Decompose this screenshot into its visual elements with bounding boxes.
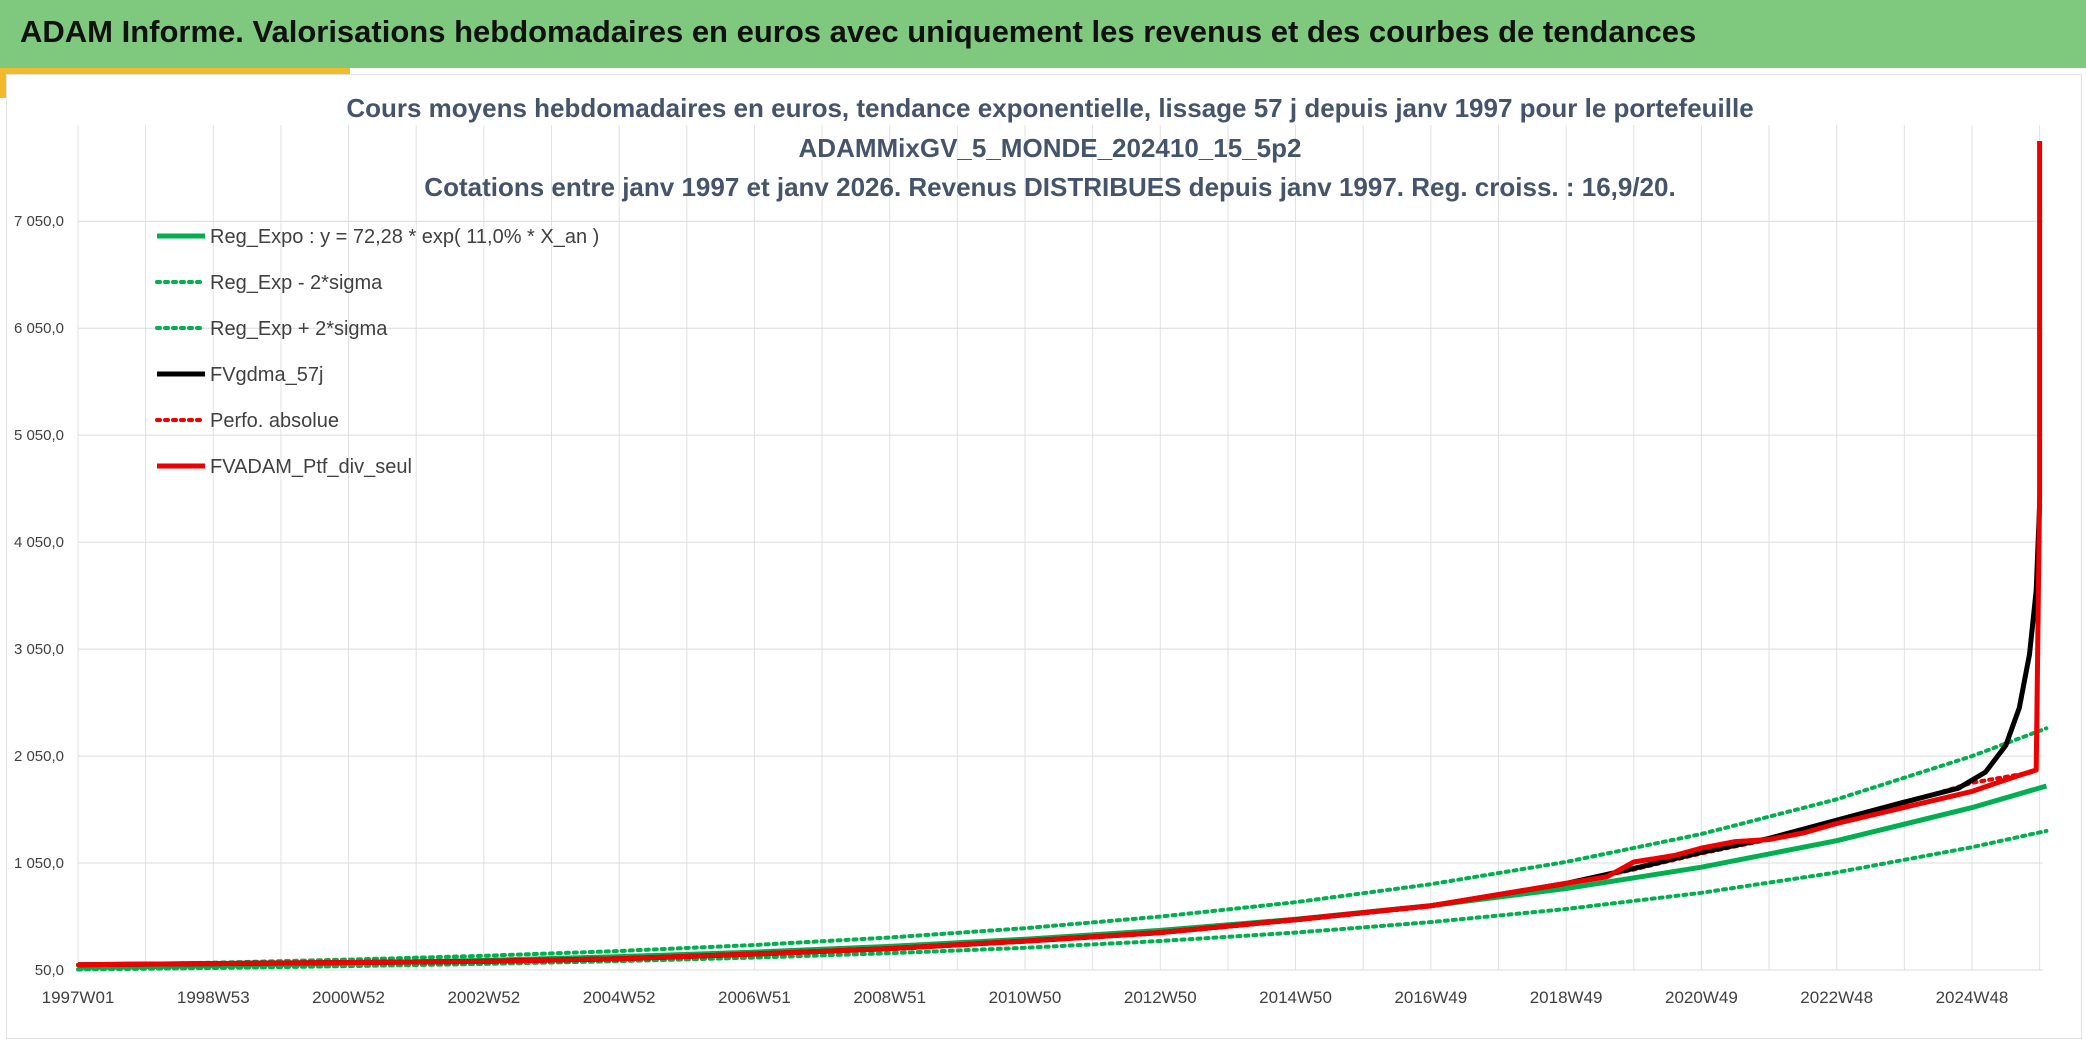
series-line [77, 504, 2043, 968]
x-tick-label: 2008W51 [853, 988, 926, 1007]
y-tick-label: 6 050,0 [14, 320, 64, 337]
y-tick-label: 7 050,0 [14, 213, 64, 230]
legend-label: Reg_Exp + 2*sigma [210, 318, 388, 340]
series-line [76, 828, 2049, 972]
page-title: ADAM Informe. Valorisations hebdomadaire… [20, 14, 1697, 49]
legend-label: Perfo. absolue [210, 410, 339, 432]
chart-title-line: Cours moyens hebdomadaires en euros, ten… [346, 93, 1753, 123]
x-tick-label: 2016W49 [1394, 988, 1467, 1007]
y-tick-label: 50,0 [35, 962, 64, 979]
accent-bar-vertical [0, 68, 6, 98]
x-tick-label: 2022W48 [1800, 988, 1873, 1007]
chart-title-line: Cotations entre janv 1997 et janv 2026. … [424, 172, 1675, 202]
series-line [77, 141, 2043, 968]
chart-title-line: ADAMMixGV_5_MONDE_202410_15_5p2 [799, 133, 1302, 163]
x-tick-label: 2014W50 [1259, 988, 1332, 1007]
x-tick-label: 2010W50 [989, 988, 1062, 1007]
accent-bar [0, 68, 350, 74]
y-tick-label: 4 050,0 [14, 534, 64, 551]
legend-label: Reg_Exp - 2*sigma [210, 272, 383, 294]
x-tick-label: 2006W51 [718, 988, 791, 1007]
y-tick-label: 2 050,0 [14, 748, 64, 765]
header-banner: ADAM Informe. Valorisations hebdomadaire… [0, 0, 2086, 68]
legend-label: FVADAM_Ptf_div_seul [210, 456, 412, 478]
chart-frame [6, 74, 2082, 1039]
x-tick-label: 2004W52 [583, 988, 656, 1007]
legend-label: FVgdma_57j [210, 364, 323, 386]
y-tick-label: 3 050,0 [14, 641, 64, 658]
x-tick-label: 2018W49 [1530, 988, 1603, 1007]
x-tick-label: 1998W53 [177, 988, 250, 1007]
x-tick-label: 2012W50 [1124, 988, 1197, 1007]
y-tick-label: 5 050,0 [14, 427, 64, 444]
legend-label: Reg_Expo : y = 72,28 * exp( 11,0% * X_an… [210, 226, 599, 248]
series-line [76, 726, 2049, 968]
x-tick-label: 2000W52 [312, 988, 385, 1007]
x-tick-label: 1997W01 [42, 988, 115, 1007]
x-tick-label: 2020W49 [1665, 988, 1738, 1007]
x-tick-label: 2002W52 [447, 988, 520, 1007]
y-tick-label: 1 050,0 [14, 855, 64, 872]
x-tick-label: 2024W48 [1936, 988, 2009, 1007]
